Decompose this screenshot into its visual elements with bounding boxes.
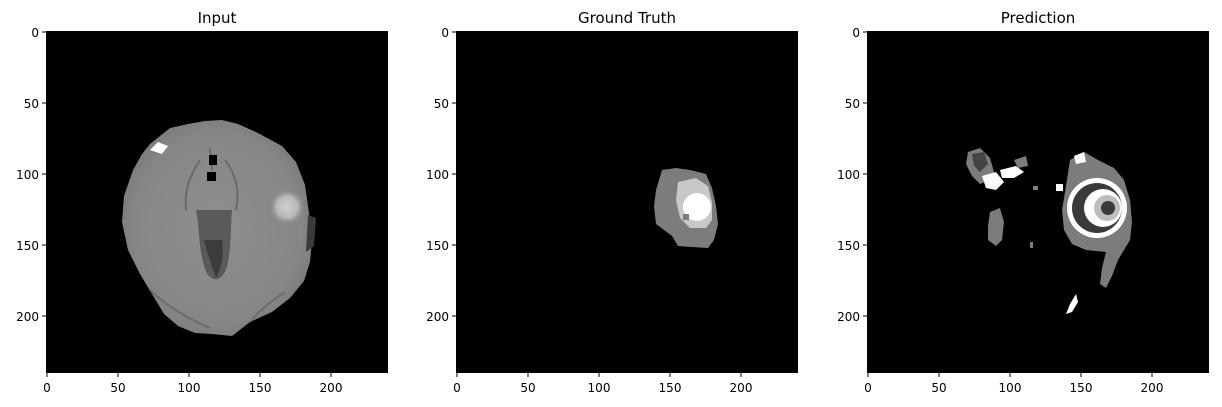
y-tick-label: 100 [837, 168, 860, 182]
pred-white-blob [1066, 294, 1078, 314]
x-tick-label: 150 [1070, 381, 1093, 395]
y-axis: 0 50 100 150 200 [837, 26, 867, 324]
pred-center [1101, 201, 1115, 215]
y-tick-label: 200 [837, 310, 860, 324]
panel-title: Input [198, 9, 237, 27]
lesion-bright [269, 189, 305, 225]
y-tick-label: 150 [16, 239, 39, 253]
prediction-mask [966, 148, 1132, 314]
y-tick-label: 100 [426, 168, 449, 182]
posterior-sulci [149, 289, 286, 329]
y-tick-label: 200 [426, 310, 449, 324]
y-tick-label: 0 [441, 26, 449, 40]
y-tick-label: 100 [16, 168, 39, 182]
ventricle-dark [204, 240, 223, 278]
y-tick-label: 50 [24, 97, 39, 111]
pred-edema-blob [1014, 156, 1028, 168]
x-tick-label: 50 [520, 381, 535, 395]
x-tick-label: 0 [864, 381, 872, 395]
x-tick-label: 100 [178, 381, 201, 395]
panel-title: Prediction [1001, 9, 1076, 27]
x-tick-label: 150 [249, 381, 272, 395]
y-tick-label: 50 [845, 97, 860, 111]
y-tick-label: 200 [16, 310, 39, 324]
y-axis: 0 50 100 150 200 [16, 26, 46, 324]
edge-dark [306, 215, 316, 252]
enhancing-region [683, 193, 711, 221]
x-tick-label: 100 [588, 381, 611, 395]
pred-speck [1056, 184, 1063, 191]
y-axis: 0 50 100 150 200 [426, 26, 456, 324]
pred-dark-blob [972, 152, 988, 172]
panel-title: Ground Truth [578, 9, 676, 27]
segmentation-mask [654, 168, 718, 248]
mask-detail [683, 214, 689, 220]
x-axis: 0 50 100 150 200 [453, 373, 752, 395]
y-tick-label: 0 [31, 26, 39, 40]
pred-speck [1033, 186, 1038, 190]
pred-white-blob [982, 172, 1004, 190]
x-axis: 0 50 100 150 200 [864, 373, 1163, 395]
bright-edge [150, 142, 168, 154]
x-axis: 0 50 100 150 200 [43, 373, 342, 395]
pred-white-blob [1000, 166, 1024, 178]
x-tick-label: 200 [730, 381, 753, 395]
x-tick-label: 0 [43, 381, 51, 395]
image-area [867, 31, 1209, 373]
pred-speck [1030, 242, 1033, 248]
x-tick-label: 150 [659, 381, 682, 395]
panel-input: Input 0 50 100 150 [16, 9, 388, 395]
y-tick-label: 50 [434, 97, 449, 111]
pred-white-blob [1074, 152, 1086, 164]
panel-ground-truth: Ground Truth 0 50 100 150 200 0 [426, 9, 798, 395]
image-area [456, 31, 798, 373]
hole-1 [209, 155, 217, 165]
y-tick-label: 0 [852, 26, 860, 40]
y-tick-label: 150 [426, 239, 449, 253]
x-tick-label: 50 [110, 381, 125, 395]
y-tick-label: 150 [837, 239, 860, 253]
brain-slice [122, 120, 316, 336]
x-tick-label: 200 [1141, 381, 1164, 395]
panel-prediction: Prediction [837, 9, 1209, 395]
hole-2 [207, 172, 216, 181]
x-tick-label: 50 [931, 381, 946, 395]
x-tick-label: 0 [453, 381, 461, 395]
x-tick-label: 100 [999, 381, 1022, 395]
x-tick-label: 200 [320, 381, 343, 395]
pred-edema-blob [988, 208, 1004, 246]
